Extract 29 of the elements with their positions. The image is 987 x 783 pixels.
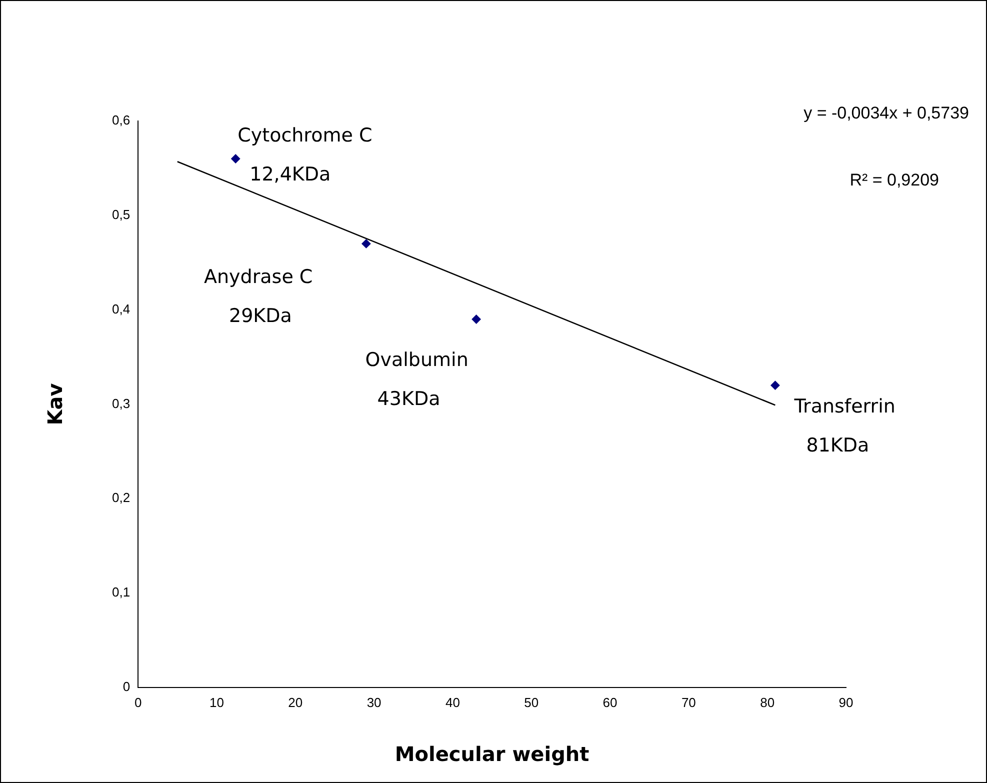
- x-tick-label: 80: [760, 694, 775, 710]
- point: [472, 314, 481, 324]
- x-tick-label: 20: [288, 694, 303, 710]
- annotation: Cytochrome C 12,4KDa: [238, 124, 372, 186]
- annotation: Ovalbumin 43KDa: [365, 349, 468, 410]
- point: [770, 380, 780, 390]
- point: [362, 239, 371, 248]
- x-tick-label: 90: [838, 694, 854, 710]
- x-tick-label: 10: [209, 694, 224, 710]
- x-tick-label: 50: [524, 694, 539, 710]
- x-tick-label: 0: [134, 694, 142, 710]
- y-axis-title: Kav: [43, 383, 68, 426]
- x-tick-label: 30: [366, 694, 382, 710]
- y-tick-label: 0,4: [112, 301, 130, 316]
- x-tick-label: 60: [602, 694, 618, 710]
- annotation: Anydrase C 29KDa: [204, 266, 313, 327]
- y-tick-label: 0,5: [112, 206, 130, 222]
- y-tick-label: 0,2: [112, 490, 130, 506]
- annotation: y = -0,0034x + 0,5739: [804, 104, 969, 123]
- text: R² = 0,9209: [850, 170, 939, 190]
- annotation: Transferrin 81KDa: [793, 395, 896, 456]
- point: [231, 154, 240, 164]
- y-tick-label: 0: [122, 678, 130, 694]
- y-tick-label: 0,6: [112, 112, 130, 128]
- x-tick-label: 40: [445, 694, 460, 710]
- x-tick-label: 70: [681, 694, 696, 710]
- y-tick-label: 0,3: [112, 396, 130, 411]
- x-axis-title: Molecular weight: [394, 742, 590, 766]
- y-tick-label: 0,1: [112, 584, 130, 600]
